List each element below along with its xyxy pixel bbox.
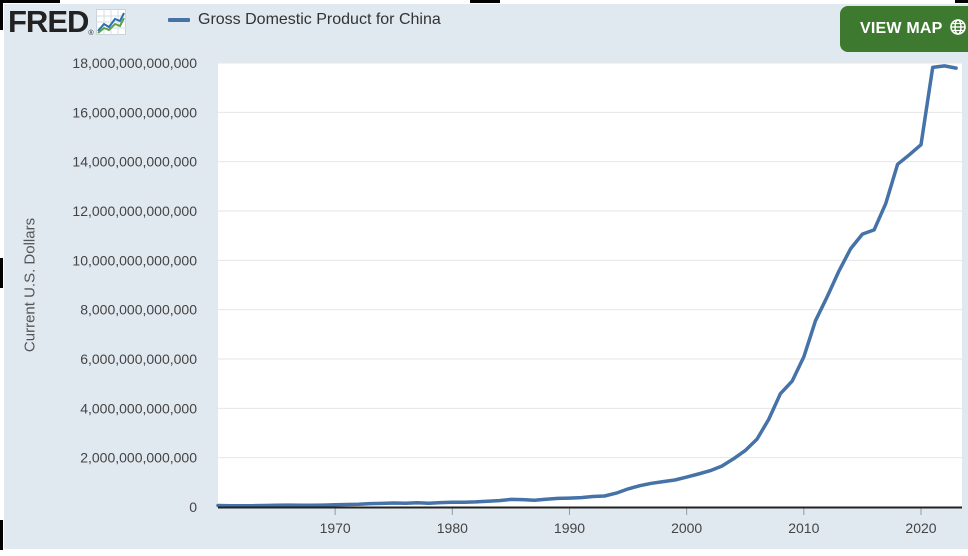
y-tick-label: 4,000,000,000,000 — [80, 400, 197, 416]
legend-label: Gross Domestic Product for China — [198, 11, 441, 28]
corner-mark — [0, 520, 3, 550]
x-tick-label: 1980 — [437, 520, 468, 536]
trend-chart-icon — [95, 9, 126, 40]
corner-mark — [0, 258, 3, 288]
fred-logo[interactable]: FRED ® — [8, 5, 126, 40]
corner-mark — [0, 0, 3, 30]
corner-mark — [955, 0, 968, 3]
corner-mark — [470, 0, 500, 3]
logo-text: FRED — [8, 4, 89, 39]
plot-area — [218, 63, 962, 507]
y-tick-label: 10,000,000,000,000 — [72, 252, 197, 268]
y-tick-label: 18,000,000,000,000 — [72, 55, 197, 71]
y-tick-label: 12,000,000,000,000 — [72, 203, 197, 219]
y-tick-label: 2,000,000,000,000 — [80, 450, 197, 466]
y-tick-label: 0 — [189, 499, 197, 515]
x-tick-label: 2020 — [905, 520, 936, 536]
x-tick-label: 2010 — [788, 520, 819, 536]
registered-mark: ® — [88, 30, 94, 37]
x-tick-label: 1990 — [554, 520, 585, 536]
view-map-label: VIEW MAP — [860, 20, 943, 37]
y-tick-label: 8,000,000,000,000 — [80, 302, 197, 318]
view-map-button[interactable]: VIEW MAP — [840, 6, 968, 52]
chart-legend[interactable]: Gross Domestic Product for China — [168, 11, 441, 29]
y-tick-label: 16,000,000,000,000 — [72, 104, 197, 120]
globe-icon — [949, 18, 966, 40]
series-line[interactable] — [216, 64, 958, 508]
x-tick-label: 2000 — [671, 520, 702, 536]
x-tick-label: 1970 — [320, 520, 351, 536]
legend-swatch — [168, 18, 190, 22]
corner-mark — [0, 0, 60, 3]
y-tick-label: 14,000,000,000,000 — [72, 154, 197, 170]
y-tick-label: 6,000,000,000,000 — [80, 351, 197, 367]
